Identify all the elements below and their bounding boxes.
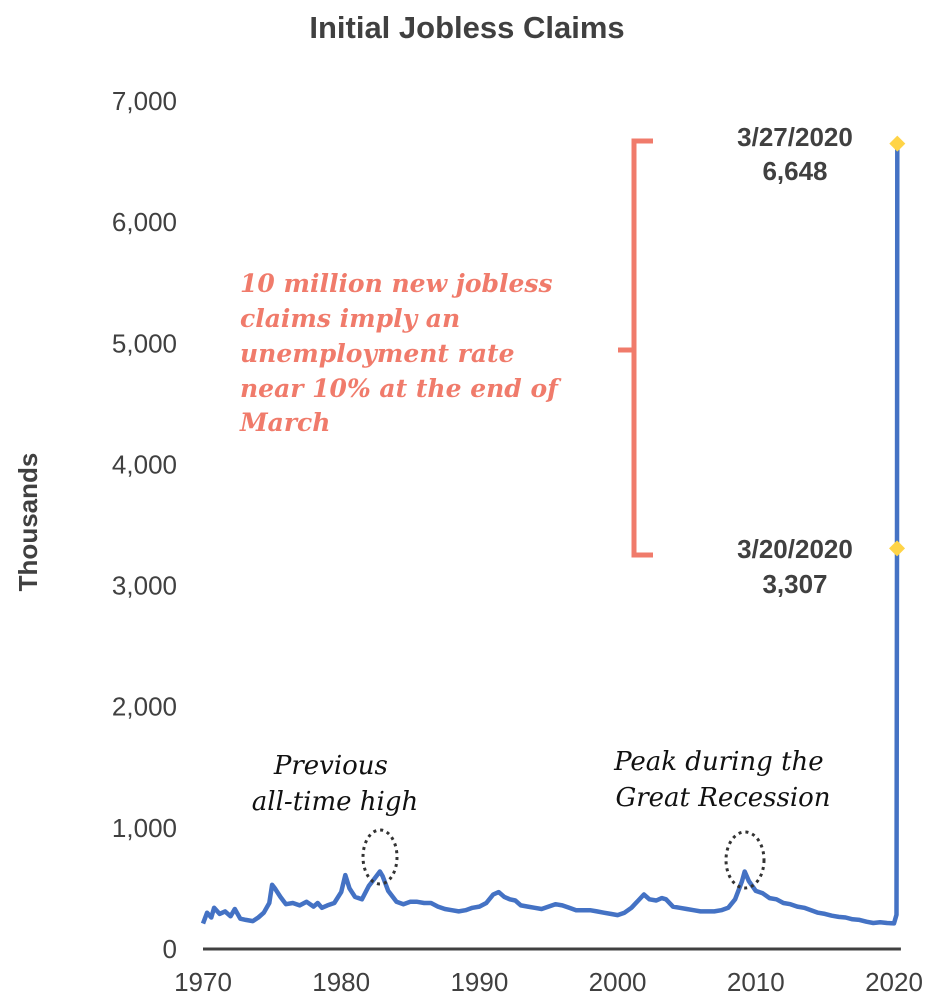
great-recession-circle <box>724 830 766 890</box>
marker-label-3-27-value: 6,648 <box>762 156 827 186</box>
x-tick-label: 1980 <box>312 967 370 997</box>
x-tick-label: 1970 <box>174 967 232 997</box>
bracket-note-line-4: near 10% at the end of <box>240 374 562 403</box>
y-tick-label: 0 <box>163 934 177 964</box>
marker-label-3-20-value: 3,307 <box>762 569 827 599</box>
y-axis-ticks: 0 1,000 2,000 3,000 4,000 5,000 6,000 7,000 <box>112 86 177 964</box>
y-axis-label: Thousands <box>13 453 43 592</box>
marker-label-3-20-date: 3/20/2020 <box>737 534 853 564</box>
great-recession-note-line-2: Great Recession <box>615 783 830 813</box>
y-tick-label: 5,000 <box>112 328 177 358</box>
bracket-note: 10 million new jobless claims imply an u… <box>239 269 567 437</box>
marker-label-3-27-date: 3/27/2020 <box>737 122 853 152</box>
prev-high-note-line-1: Previous <box>273 751 388 781</box>
annotation-bracket <box>618 138 653 558</box>
bracket-note-line-1: 10 million new jobless <box>240 269 553 298</box>
markers-group <box>889 135 906 557</box>
great-recession-note-line-1: Peak during the <box>613 747 824 777</box>
prev-high-circle <box>361 828 399 886</box>
great-recession-note: Peak during the Great Recession <box>613 747 832 813</box>
marker-diamond <box>889 135 906 152</box>
x-tick-label: 2020 <box>865 967 923 997</box>
marker-diamond <box>889 540 906 557</box>
y-tick-label: 2,000 <box>112 692 177 722</box>
bracket-note-line-2: claims imply an <box>240 304 460 333</box>
x-tick-label: 1990 <box>450 967 508 997</box>
x-axis-ticks: 1970 1980 1990 2000 2010 2020 <box>174 967 923 997</box>
x-tick-label: 2010 <box>727 967 785 997</box>
series-line-initial-claims <box>200 143 900 926</box>
x-tick-label: 2000 <box>589 967 647 997</box>
y-tick-label: 7,000 <box>112 86 177 116</box>
bracket-note-line-5: March <box>239 408 330 437</box>
y-tick-label: 4,000 <box>112 449 177 479</box>
y-tick-label: 3,000 <box>112 571 177 601</box>
prev-high-note-line-2: all-time high <box>252 787 418 817</box>
y-tick-label: 6,000 <box>112 207 177 237</box>
bracket-note-line-3: unemployment rate <box>240 339 515 368</box>
chart-title: Initial Jobless Claims <box>309 10 624 45</box>
prev-high-note: Previous all-time high <box>252 751 418 817</box>
y-tick-label: 1,000 <box>112 813 177 843</box>
